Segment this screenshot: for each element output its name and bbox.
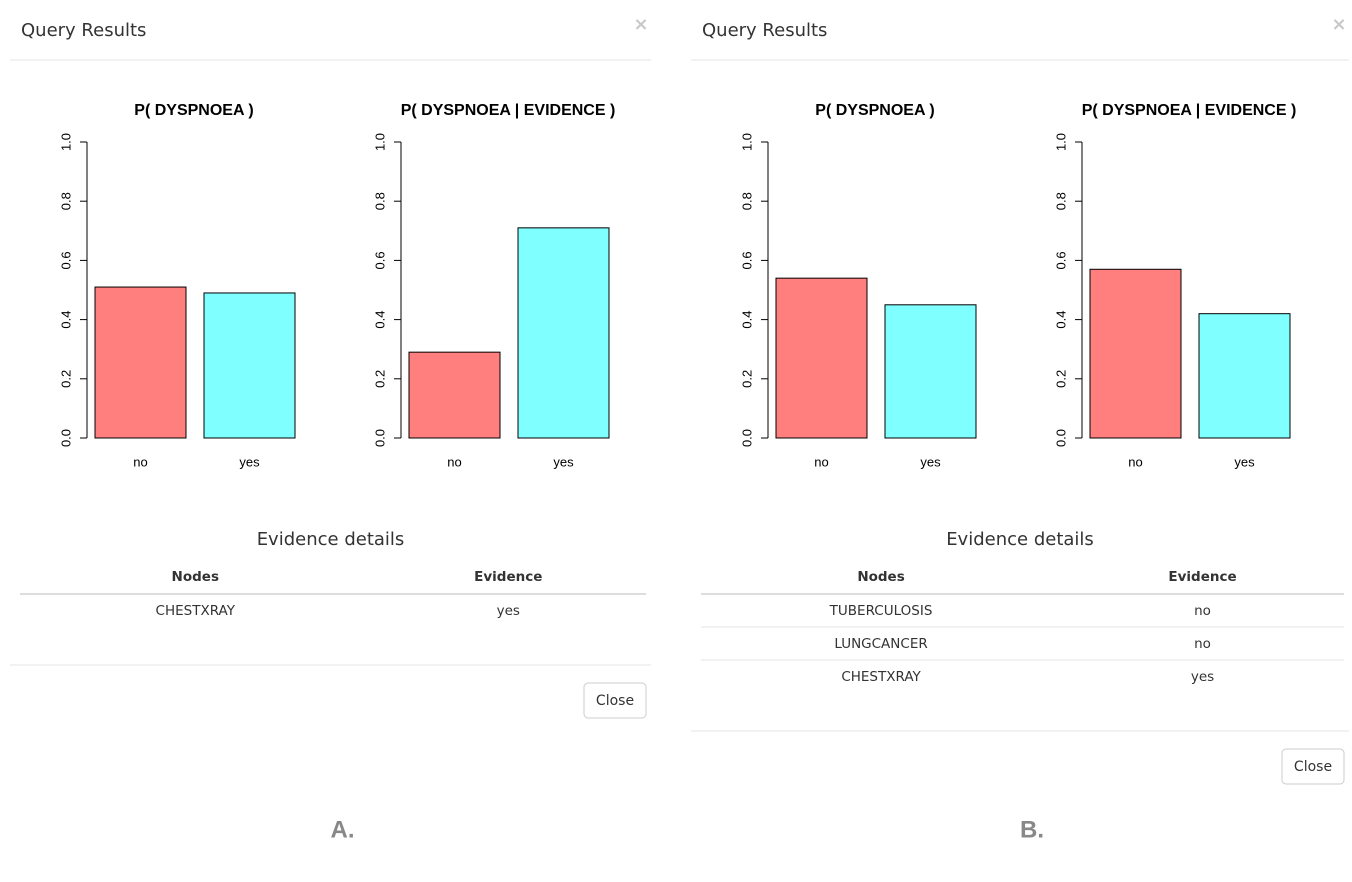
button-frame	[583, 682, 647, 719]
close-button[interactable]: Close	[1281, 748, 1345, 785]
column-header: Evidence	[474, 569, 542, 585]
y-tick-label: 1.0	[58, 133, 73, 151]
y-tick-label: 0.0	[58, 429, 73, 447]
chart-title: P( DYSPNOEA | EVIDENCE )	[1082, 102, 1297, 119]
bar	[203, 292, 296, 439]
x-tick-label: yes	[553, 454, 574, 469]
y-tick-label: 0.4	[58, 311, 73, 329]
table-cell: no	[1194, 636, 1211, 652]
y-tick-label: 0.0	[1053, 429, 1068, 447]
y-tick-label: 0.4	[739, 311, 754, 329]
y-tick-label: 0.6	[739, 251, 754, 269]
y-tick-label: 0.2	[372, 370, 387, 388]
bar	[1198, 313, 1291, 439]
bar	[1089, 268, 1182, 439]
y-tick-label: 1.0	[1053, 133, 1068, 151]
y-tick-label: 0.8	[372, 192, 387, 210]
button-frame	[1281, 748, 1345, 785]
column-header: Evidence	[1168, 569, 1236, 585]
table-cell: CHESTXRAY	[841, 669, 921, 685]
x-tick-label: no	[814, 454, 828, 469]
chart-title: P( DYSPNOEA )	[815, 102, 934, 119]
column-header: Nodes	[172, 569, 219, 585]
x-tick-label: yes	[1234, 454, 1255, 469]
y-tick-label: 0.2	[1053, 370, 1068, 388]
x-tick-label: yes	[239, 454, 260, 469]
y-tick-label: 0.6	[1053, 251, 1068, 269]
x-tick-label: no	[1128, 454, 1142, 469]
table-cell: CHESTXRAY	[156, 603, 236, 619]
close-icon[interactable]: ×	[1331, 14, 1346, 35]
modal: Query Results × P( DYSPNOEA ) 0.0 0.2 0.4 0.6 0…	[691, 14, 1349, 843]
close-button[interactable]: Close	[583, 682, 647, 719]
table-cell: yes	[1191, 669, 1214, 685]
modal-title: Query Results	[21, 20, 146, 41]
bar-chart: P( DYSPNOEA ) 0.0 0.2 0.4 0.6 0.8 1.0 no yes	[739, 102, 977, 469]
table-cell: no	[1194, 603, 1211, 619]
section-heading: Evidence details	[257, 529, 405, 550]
button-label: Close	[1294, 759, 1332, 775]
bar	[408, 351, 501, 439]
y-tick-label: 1.0	[372, 133, 387, 151]
bar	[517, 227, 610, 439]
y-tick-label: 0.0	[372, 429, 387, 447]
y-tick-label: 0.2	[739, 370, 754, 388]
y-tick-label: 0.8	[739, 192, 754, 210]
y-tick-label: 1.0	[739, 133, 754, 151]
y-tick-label: 0.6	[58, 251, 73, 269]
chart-title: P( DYSPNOEA | EVIDENCE )	[401, 102, 616, 119]
bar-chart: P( DYSPNOEA | EVIDENCE ) 0.0 0.2 0.4 0.6 0.8 1…	[1053, 102, 1296, 469]
bar	[775, 277, 868, 439]
panel-label: B.	[1020, 816, 1044, 843]
button-label: Close	[596, 693, 634, 709]
column-header: Nodes	[857, 569, 904, 585]
table-cell: TUBERCULOSIS	[829, 603, 933, 619]
y-tick-label: 0.4	[372, 311, 387, 329]
table-cell: yes	[497, 603, 520, 619]
y-tick-label: 0.2	[58, 370, 73, 388]
bar-chart: P( DYSPNOEA | EVIDENCE ) 0.0 0.2 0.4 0.6 0.8 1…	[372, 102, 615, 469]
close-icon[interactable]: ×	[633, 14, 648, 35]
bar-chart: P( DYSPNOEA ) 0.0 0.2 0.4 0.6 0.8 1.0 no yes	[58, 102, 296, 469]
x-tick-label: yes	[920, 454, 941, 469]
panel-label: A.	[331, 816, 355, 843]
modal-title: Query Results	[702, 20, 827, 41]
chart-title: P( DYSPNOEA )	[134, 102, 253, 119]
y-tick-label: 0.8	[58, 192, 73, 210]
y-tick-label: 0.8	[1053, 192, 1068, 210]
y-tick-label: 0.6	[372, 251, 387, 269]
y-tick-label: 0.4	[1053, 311, 1068, 329]
x-tick-label: no	[447, 454, 461, 469]
section-heading: Evidence details	[946, 529, 1094, 550]
modal: Query Results × P( DYSPNOEA ) 0.0 0.2 0.4 0.6 0…	[10, 14, 651, 843]
y-tick-label: 0.0	[739, 429, 754, 447]
table-cell: LUNGCANCER	[834, 636, 927, 652]
bar	[884, 304, 977, 439]
x-tick-label: no	[133, 454, 147, 469]
bar	[94, 286, 187, 439]
